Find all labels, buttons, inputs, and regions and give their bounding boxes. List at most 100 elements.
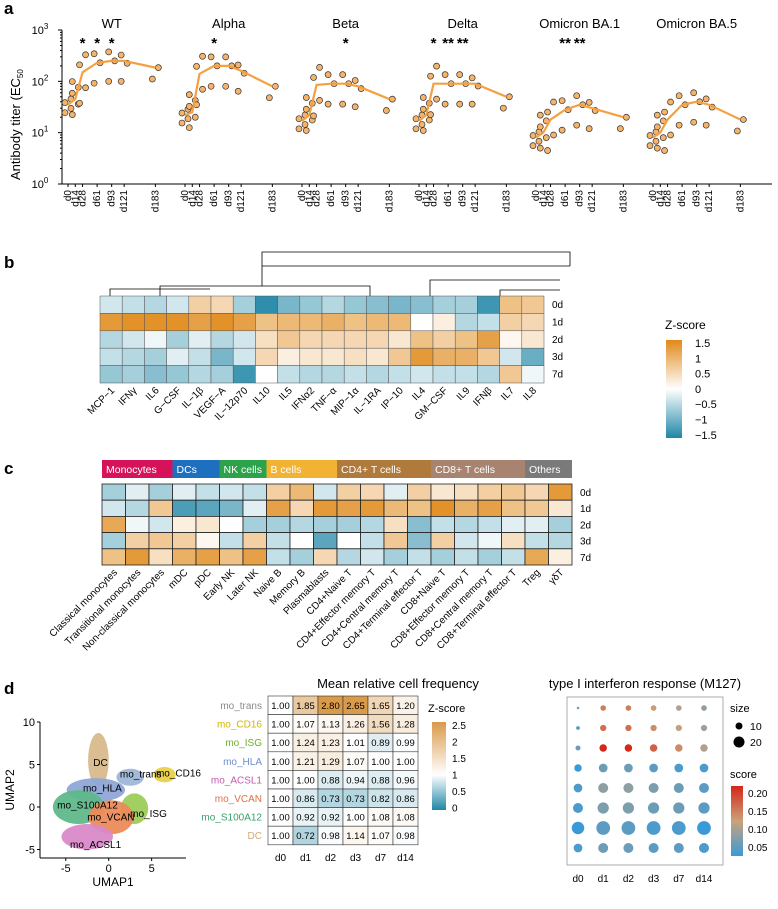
row-label: 0d bbox=[552, 300, 563, 311]
data-point bbox=[500, 104, 507, 112]
heatmap-cell bbox=[499, 330, 523, 349]
data-point bbox=[441, 100, 449, 108]
heatmap-cell bbox=[144, 313, 167, 332]
heatmap-cell bbox=[388, 313, 412, 332]
heatmap-cell bbox=[255, 330, 278, 349]
heatmap-cell bbox=[148, 548, 173, 566]
heatmap-cell bbox=[410, 330, 434, 349]
data-point bbox=[155, 64, 162, 71]
x-tick-label: d0 bbox=[531, 190, 542, 202]
heatmap-cell bbox=[410, 365, 434, 384]
heatmap-cell bbox=[410, 347, 434, 366]
cell-value: 0.99 bbox=[396, 738, 415, 749]
data-point bbox=[105, 48, 113, 56]
data-point bbox=[295, 115, 303, 123]
heatmap-cell bbox=[501, 548, 526, 566]
heatmap-cell bbox=[210, 313, 234, 332]
column-label: d7 bbox=[673, 874, 685, 885]
group-bar bbox=[172, 460, 220, 478]
heatmap-cell bbox=[101, 516, 126, 534]
cluster-label: mo_VCAN bbox=[87, 813, 134, 824]
heatmap-cell bbox=[148, 483, 173, 501]
heatmap-cell bbox=[242, 532, 267, 550]
dot bbox=[700, 744, 708, 752]
data-point bbox=[316, 97, 323, 104]
data-point bbox=[68, 78, 76, 85]
cluster-label: mo_ACSL1 bbox=[70, 840, 122, 851]
dot bbox=[574, 764, 582, 772]
x-tick-label: d93 bbox=[458, 190, 469, 207]
x-tick-label: d28 bbox=[663, 190, 674, 207]
heatmap-cell bbox=[383, 516, 408, 534]
data-point bbox=[193, 62, 200, 70]
row-label: mo_ISG bbox=[225, 738, 262, 749]
cluster-label: mo_CD16 bbox=[156, 768, 201, 779]
heatmap-cell bbox=[477, 499, 502, 517]
dendrogram-branch bbox=[261, 251, 571, 266]
data-point bbox=[185, 124, 193, 132]
x-tick-label: d28 bbox=[312, 190, 323, 207]
data-point bbox=[302, 94, 310, 101]
cell-value: 1.85 bbox=[296, 701, 315, 712]
dot bbox=[699, 843, 709, 853]
heatmap-cell bbox=[299, 313, 323, 332]
x-tick-label: d28 bbox=[195, 190, 206, 207]
dot bbox=[649, 744, 658, 752]
row-label: mo_S100A12 bbox=[201, 813, 262, 824]
x-tick-label: d121 bbox=[119, 190, 130, 213]
heatmap-cell bbox=[188, 313, 212, 332]
cell-value: 1.13 bbox=[321, 720, 340, 731]
dot bbox=[648, 843, 659, 853]
x-tick-label: d0 bbox=[297, 190, 308, 202]
data-point bbox=[82, 51, 89, 59]
data-point bbox=[76, 99, 83, 107]
heatmap-cell bbox=[477, 365, 500, 384]
significance-mark: ** bbox=[574, 35, 586, 52]
heatmap-cell bbox=[101, 483, 126, 501]
heatmap-cell bbox=[299, 295, 323, 314]
dendrogram-branch bbox=[109, 288, 210, 296]
column-label: IL6 bbox=[144, 385, 162, 403]
heatmap-cell bbox=[313, 483, 338, 501]
heatmap-cell bbox=[266, 483, 291, 501]
significance-mark: * bbox=[343, 35, 349, 52]
data-point bbox=[418, 121, 426, 128]
data-point bbox=[675, 121, 683, 129]
dot bbox=[625, 724, 632, 732]
x-tick-label: d121 bbox=[470, 190, 481, 213]
heatmap-cell bbox=[548, 499, 573, 517]
colorbar-tick: 0.10 bbox=[748, 825, 768, 836]
data-point bbox=[105, 77, 113, 85]
row-label: 1d bbox=[552, 317, 563, 328]
svg-text:Antibody titer (EC50: Antibody titer (EC50 bbox=[8, 69, 25, 180]
data-point bbox=[61, 99, 69, 106]
colorbar-bar bbox=[666, 340, 682, 438]
median-line bbox=[67, 59, 156, 106]
significance-mark: ** bbox=[559, 35, 571, 52]
heatmap-cell bbox=[521, 313, 545, 332]
x-tick-label: d121 bbox=[236, 190, 247, 213]
significance-mark: ** bbox=[457, 35, 469, 52]
data-point bbox=[536, 144, 544, 152]
data-point bbox=[427, 111, 434, 118]
heatmap-cell bbox=[410, 313, 434, 332]
y-tick-label: 5 bbox=[29, 760, 35, 772]
plot-border bbox=[566, 696, 724, 866]
heatmap-cell bbox=[521, 330, 545, 349]
data-point bbox=[558, 97, 566, 105]
heatmap-cell bbox=[210, 365, 234, 384]
heatmap-cell bbox=[454, 516, 479, 534]
dot bbox=[700, 724, 708, 732]
heatmap-cell bbox=[219, 499, 244, 517]
heatmap-cell bbox=[383, 499, 408, 517]
cell-value: 0.86 bbox=[396, 794, 415, 805]
significance-mark: * bbox=[431, 35, 437, 52]
heatmap-cell bbox=[360, 532, 385, 550]
heatmap-cell bbox=[548, 483, 573, 501]
size-legend-label: 10 bbox=[750, 721, 762, 733]
significance-mark: * bbox=[80, 35, 86, 52]
cell-value: 1.01 bbox=[346, 738, 365, 749]
column-label: d2 bbox=[623, 874, 635, 885]
colorbar-tick: −0.5 bbox=[695, 399, 717, 411]
row-label: 7d bbox=[580, 553, 591, 564]
